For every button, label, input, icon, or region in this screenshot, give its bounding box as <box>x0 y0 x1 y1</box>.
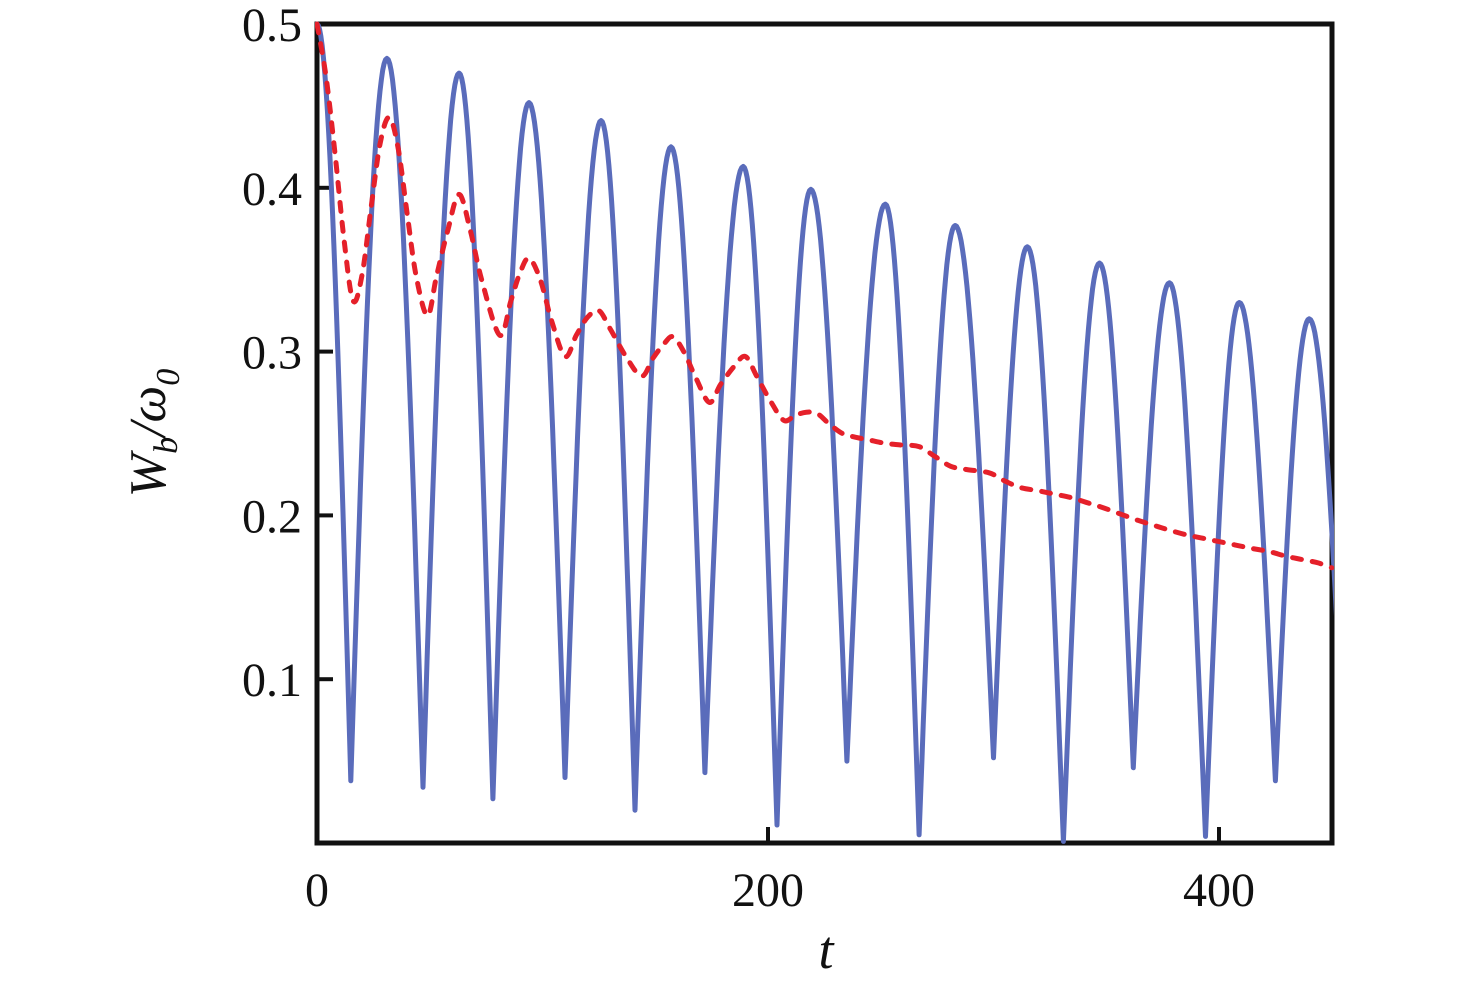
x-axis-ticks <box>766 827 1221 843</box>
y-axis-title-numerator-subscript: b <box>148 437 185 454</box>
y-tick-label: 0.3 <box>242 327 302 380</box>
y-axis-title-numerator: W <box>120 449 177 497</box>
plot-frame <box>314 21 1335 846</box>
y-axis-title-denominator-subscript: 0 <box>150 369 187 386</box>
y-axis-tick-labels: 0.5 0.4 0.3 0.2 0.1 <box>242 0 302 707</box>
y-tick-label: 0.1 <box>242 654 302 707</box>
x-tick-label: 0 <box>305 864 329 917</box>
x-axis-tick-labels: 0 200 400 <box>305 864 1255 917</box>
red-dashed-series-line <box>315 21 1334 571</box>
x-axis-title: t <box>818 920 835 980</box>
y-tick-label: 0.2 <box>242 490 302 543</box>
y-axis-title: Wb/ω0 <box>120 369 187 498</box>
x-tick-label: 400 <box>1183 864 1255 917</box>
y-tick-label: 0.4 <box>242 163 302 216</box>
x-tick-label: 200 <box>732 864 804 917</box>
y-tick-label: 0.5 <box>242 0 302 52</box>
blue-solid-series-line <box>315 21 1334 844</box>
y-axis-title-slash-denominator: /ω <box>120 386 177 440</box>
